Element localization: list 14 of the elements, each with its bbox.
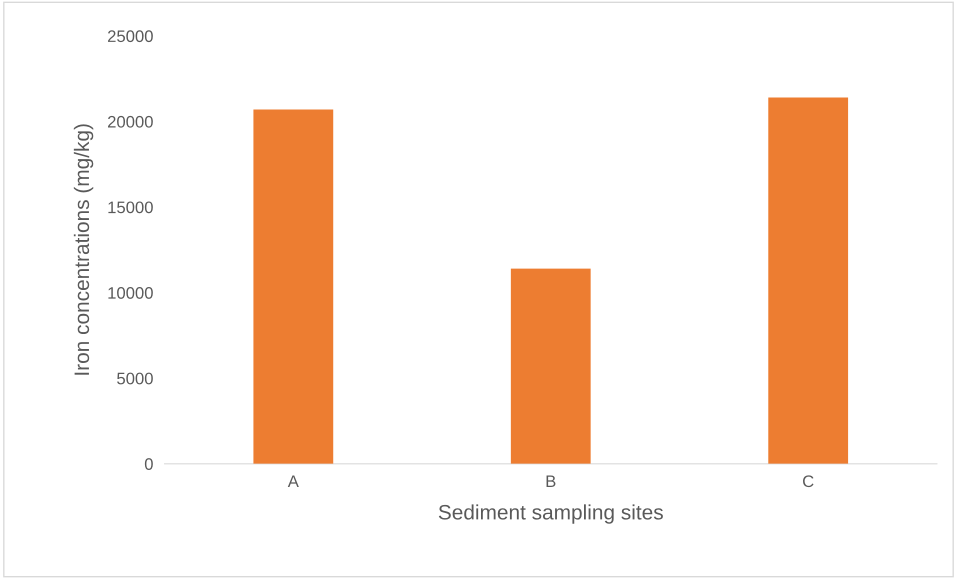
y-axis-title: Iron concentrations (mg/kg) — [74, 124, 94, 375]
bar — [253, 109, 334, 464]
x-tick-label: C — [803, 475, 814, 488]
bar — [768, 98, 848, 464]
y-tick-label: 0 — [144, 458, 153, 470]
y-tick-label: 25000 — [108, 30, 153, 42]
y-tick-label: 20000 — [108, 116, 153, 128]
x-tick-label: B — [546, 476, 556, 487]
bar — [510, 268, 591, 464]
x-axis-title: Sediment sampling sites — [438, 504, 663, 524]
y-tick-label: 15000 — [108, 201, 153, 214]
y-tick-label: 10000 — [108, 287, 153, 299]
x-tick-label: A — [288, 476, 299, 487]
y-tick-label: 5000 — [117, 372, 153, 384]
